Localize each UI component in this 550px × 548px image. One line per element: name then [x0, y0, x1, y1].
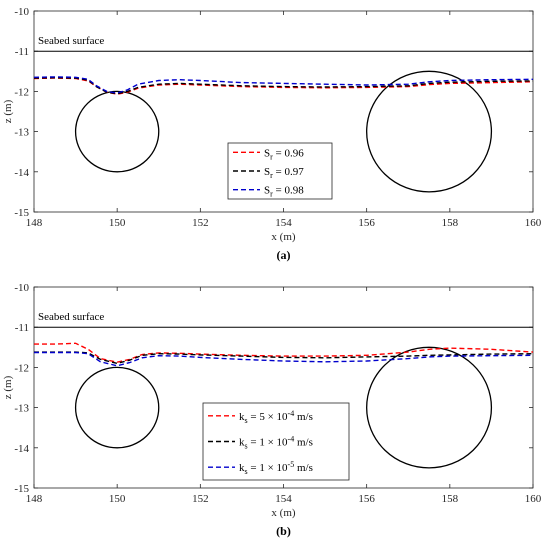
x-tick-label: 160 [525, 493, 542, 505]
legend-value: = 0.96 [273, 147, 304, 159]
legend-subscript: s [245, 416, 248, 425]
pipe-circle [366, 70, 493, 193]
series-line [34, 342, 534, 363]
legend-unit: m/s [294, 462, 313, 474]
legend-unit: m/s [294, 437, 313, 449]
series-line [34, 351, 534, 367]
legend-label: Sr = 0.97 [264, 166, 304, 180]
legend-label: ks = 5 × 10-4 m/s [239, 409, 313, 425]
legend-value: = 0.97 [273, 166, 304, 178]
x-tick-label: 156 [358, 217, 375, 229]
y-tick-label: -12 [14, 362, 29, 374]
panel-a: 148 150 152 154 156 158 160 -10 -11 -12 -13 -14 -15 x… [2, 6, 542, 262]
y-tick-label: -10 [14, 6, 29, 18]
y-tick-label: -15 [14, 483, 29, 495]
y-tick-label: -13 [14, 403, 29, 415]
x-tick-label: 152 [192, 217, 209, 229]
series-line [34, 351, 534, 365]
legend-symbol: S [264, 166, 270, 178]
legend-symbol: k [239, 411, 245, 423]
x-tick-label: 150 [109, 493, 126, 505]
x-tick-label: 154 [275, 217, 292, 229]
legend-subscript: s [245, 442, 248, 451]
y-tick-label: -12 [14, 86, 29, 98]
legend-symbol: S [264, 147, 270, 159]
y-tick-label: -14 [14, 167, 29, 179]
legend-exponent: -5 [288, 460, 295, 469]
legend-symbol: S [264, 185, 270, 197]
pipe-circle [74, 366, 160, 449]
legend-value: = 1 × 10 [248, 437, 288, 449]
x-tick-label: 148 [26, 493, 43, 505]
y-tick-label: -11 [15, 46, 29, 58]
legend-label: ks = 1 × 10-4 m/s [239, 435, 313, 451]
legend-symbol: k [239, 462, 245, 474]
y-tick-label: -11 [15, 322, 29, 334]
y-tick-label: -13 [14, 127, 29, 139]
x-tick-label: 150 [109, 217, 126, 229]
legend-symbol: k [239, 437, 245, 449]
legend-label: ks = 1 × 10-5 m/s [239, 460, 313, 476]
pipe-circle [366, 346, 493, 469]
legend-label: Sr = 0.96 [264, 147, 304, 161]
x-tick-label: 156 [358, 493, 375, 505]
legend-subscript: r [270, 190, 273, 199]
x-tick-label: 160 [525, 217, 542, 229]
legend-value: = 5 × 10 [248, 411, 288, 423]
pipe-circle [74, 90, 160, 173]
x-tick-label: 158 [442, 217, 459, 229]
y-axis-title: z (m) [2, 375, 14, 399]
legend-subscript: r [270, 171, 273, 180]
legend-subscript: r [270, 152, 273, 161]
legend-label: Sr = 0.98 [264, 185, 304, 199]
x-tick-label: 158 [442, 493, 459, 505]
series-line [33, 76, 534, 94]
legend-exponent: -4 [288, 435, 295, 444]
panel-caption: (b) [276, 524, 291, 538]
y-tick-label: -10 [14, 282, 29, 294]
legend-value: = 0.98 [273, 185, 304, 197]
x-axis-title: x (m) [271, 507, 295, 519]
x-tick-label: 152 [192, 493, 209, 505]
panel-caption: (a) [277, 248, 291, 262]
x-axis-title: x (m) [271, 231, 295, 243]
seabed-annotation: Seabed surface [38, 311, 104, 323]
legend-subscript: s [245, 467, 248, 476]
x-tick-label: 148 [26, 217, 43, 229]
y-tick-label: -15 [14, 207, 29, 219]
y-tick-label: -14 [14, 443, 29, 455]
panel-b: 148 150 152 154 156 158 160 -10 -11 -12 -13 -14 -15 x… [2, 282, 542, 538]
x-tick-label: 154 [275, 493, 292, 505]
legend-value: = 1 × 10 [248, 462, 288, 474]
legend-exponent: -4 [288, 409, 295, 418]
seabed-annotation: Seabed surface [38, 35, 104, 47]
y-axis-title: z (m) [2, 99, 14, 123]
legend-unit: m/s [294, 411, 313, 423]
